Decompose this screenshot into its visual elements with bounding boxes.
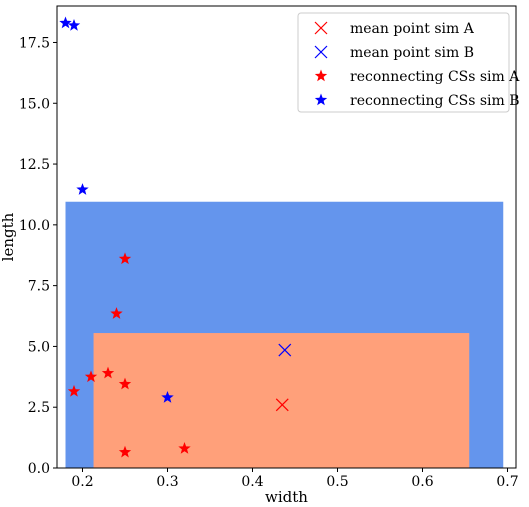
point-series-3-2 <box>76 183 89 195</box>
legend-marker-1 <box>314 45 328 59</box>
x-axis-ticks: 0.2 0.3 0.4 0.5 0.6 0.7 <box>71 468 519 490</box>
x-tick-label: 0.5 <box>326 474 348 490</box>
x-tick-label: 0.7 <box>496 474 518 490</box>
point-series-3-0 <box>59 16 72 29</box>
regions-layer <box>65 201 504 468</box>
point-series-2-7 <box>118 445 132 458</box>
point-series-2-4 <box>101 366 115 379</box>
point-series-2-3 <box>84 370 98 383</box>
legend-label-0: mean point sim A <box>350 21 475 37</box>
point-series-2-6 <box>178 442 191 454</box>
legend-marker-0 <box>314 21 328 35</box>
y-tick-label: 0.0 <box>28 461 50 477</box>
x-tick-label: 0.4 <box>241 474 263 490</box>
y-tick-label: 12.5 <box>19 157 50 173</box>
point-series-3-1 <box>67 18 81 31</box>
point-series-2-0 <box>118 252 132 265</box>
x-tick-label: 0.3 <box>156 474 178 490</box>
region-sim-A <box>93 333 470 468</box>
y-axis-ticks: 0.0 2.5 5.0 7.5 10.0 12.5 15.0 17.5 <box>19 35 57 477</box>
legend-label-2: reconnecting CSs sim A <box>350 69 520 85</box>
axes-frame <box>56 5 517 469</box>
points-layer <box>59 16 292 458</box>
point-series-2-1 <box>110 307 123 319</box>
y-tick-label: 2.5 <box>28 400 50 416</box>
point-series-0-0 <box>275 398 289 412</box>
legend-label-3: reconnecting CSs sim B <box>350 93 520 109</box>
point-series-3-3 <box>161 390 174 403</box>
y-tick-label: 15.0 <box>19 96 50 112</box>
y-axis-label: length <box>0 212 17 261</box>
point-series-2-5 <box>118 377 132 390</box>
x-tick-label: 0.6 <box>411 474 433 490</box>
legend-marker-2 <box>314 69 328 82</box>
legend-marker-3 <box>314 93 328 106</box>
y-tick-label: 17.5 <box>19 35 50 51</box>
x-axis-label: width <box>265 488 308 506</box>
point-series-1-0 <box>278 343 292 357</box>
legend-label-1: mean point sim B <box>350 45 474 61</box>
legend-box <box>297 12 510 113</box>
legend: mean point sim A mean point sim B reconnec… <box>297 12 520 113</box>
y-tick-label: 10.0 <box>19 218 50 234</box>
point-series-2-2 <box>67 384 81 397</box>
x-tick-label: 0.2 <box>71 474 93 490</box>
y-tick-label: 7.5 <box>28 279 50 295</box>
y-tick-label: 5.0 <box>28 339 50 355</box>
